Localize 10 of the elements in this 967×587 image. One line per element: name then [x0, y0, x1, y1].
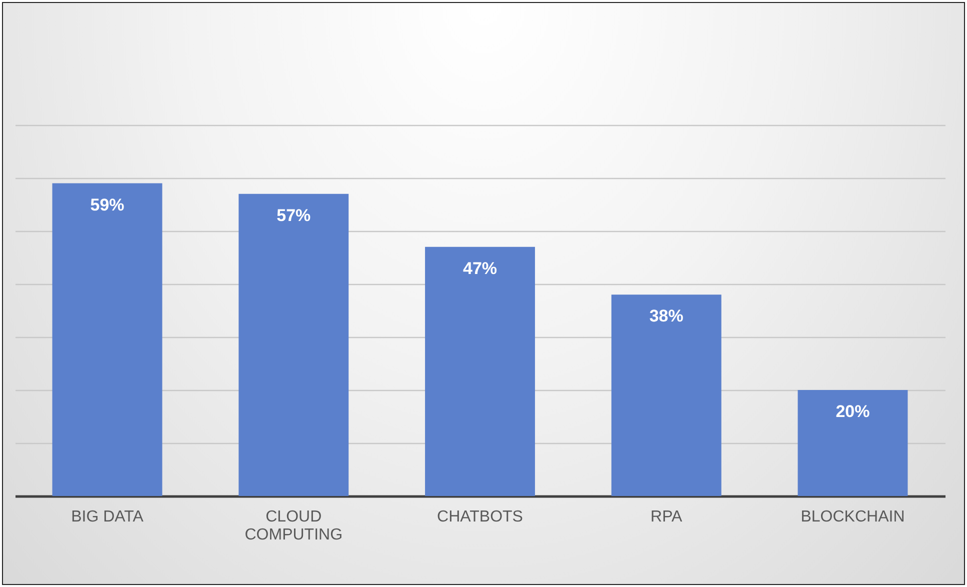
x-tick-label: CLOUD COMPUTING [244, 508, 343, 544]
data-label: 57% [276, 206, 311, 225]
x-tick-label: BIG DATA [71, 508, 144, 526]
x-tick-label: CHATBOTS [437, 508, 523, 526]
data-label: 47% [462, 258, 498, 278]
x-tick-label: BLOCKCHAIN [800, 508, 905, 526]
x-tick-label: RPA [650, 508, 683, 526]
data-label: 59% [90, 195, 124, 214]
data-label: 38% [649, 306, 684, 326]
data-label: 20% [836, 402, 870, 421]
